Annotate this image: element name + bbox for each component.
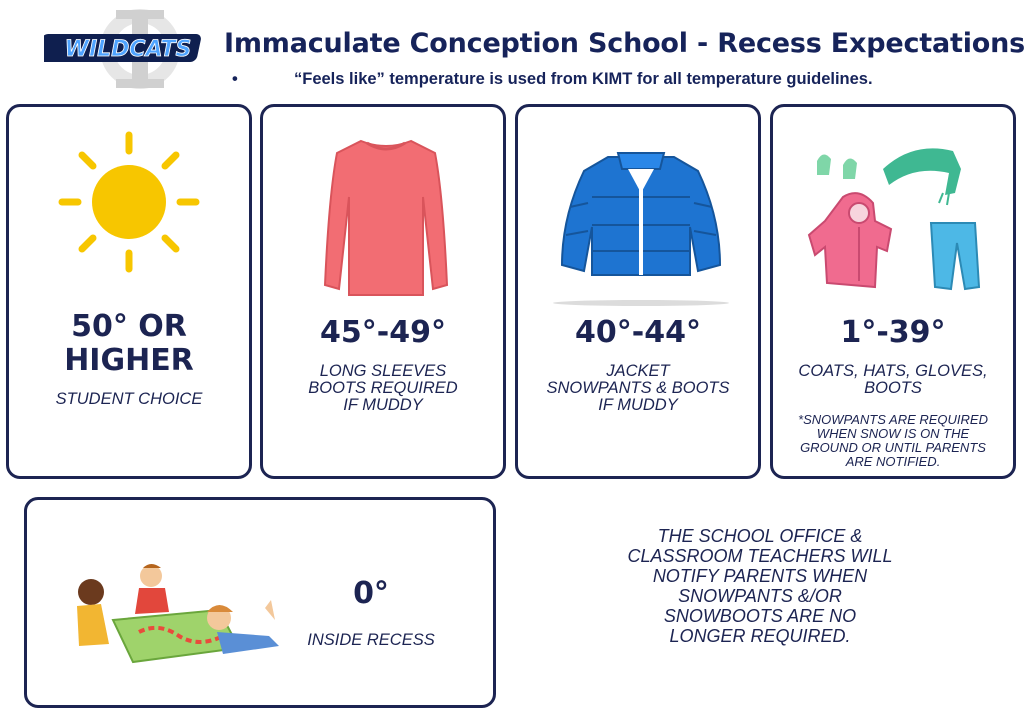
card-description-line: IF MUDDY: [343, 396, 423, 414]
notice-line: THE SCHOOL OFFICE &: [657, 526, 863, 546]
card-40-44: 40°-44° JACKET SNOWPANTS & BOOTS IF MUDD…: [515, 104, 761, 479]
card-description: STUDENT CHOICE: [55, 390, 203, 408]
card-1-39: 1°-39° COATS, HATS, GLOVES, BOOTS *SNOWP…: [770, 104, 1016, 479]
card-description-line: IF MUDDY: [598, 396, 678, 414]
temp-range-label: 50° OR: [71, 309, 187, 344]
temp-range-label: 40°-44°: [575, 315, 701, 350]
snowpants-note-line: ARE NOTIFIED.: [845, 454, 941, 469]
notice-line: LONGER REQUIRED.: [669, 626, 851, 646]
card-description-line: BOOTS: [864, 379, 922, 397]
card-description-line: BOOTS REQUIRED: [308, 379, 458, 397]
card-description-line: LONG SLEEVES: [319, 362, 447, 380]
snowpants-note-line: *SNOWPANTS ARE REQUIRED: [798, 412, 988, 427]
long-sleeve-shirt-icon: [323, 135, 449, 309]
card-description: INSIDE RECESS: [307, 631, 435, 649]
temperature-note-text: “Feels like” temperature is used from KI…: [294, 70, 873, 88]
temperature-note: • “Feels like” temperature is used from K…: [232, 70, 873, 89]
snowpants-note-line: WHEN SNOW IS ON THE: [816, 426, 970, 441]
temp-range-label: 1°-39°: [840, 315, 946, 350]
sun-icon: [54, 127, 204, 281]
winter-clothes-icon: [803, 131, 993, 303]
wildcats-logo: WILDCATS: [37, 6, 216, 92]
card-45-49: 45°-49° LONG SLEEVES BOOTS REQUIRED IF M…: [260, 104, 506, 479]
card-0: 0° INSIDE RECESS: [24, 497, 496, 708]
card-description-line: JACKET: [606, 362, 670, 380]
card-description-line: COATS, HATS, GLOVES,: [798, 362, 988, 380]
kids-board-game-icon: [69, 562, 285, 670]
notice-line: NOTIFY PARENTS WHEN: [652, 566, 868, 586]
card-description-line: SNOWPANTS & BOOTS: [546, 379, 730, 397]
notice-line: SNOWBOOTS ARE NO: [663, 606, 857, 626]
card-50-or-higher: 50° OR HIGHER STUDENT CHOICE: [6, 104, 252, 479]
notice-line: SNOWPANTS &/OR: [678, 586, 842, 606]
notice-line: CLASSROOM TEACHERS WILL: [627, 546, 893, 566]
temp-range-label-2: HIGHER: [64, 343, 194, 378]
temp-range-label: 0°: [353, 576, 389, 611]
puffer-jacket-icon: [548, 147, 734, 311]
svg-text:WILDCATS: WILDCATS: [65, 37, 192, 62]
page-title: Immaculate Conception School - Recess Ex…: [224, 28, 1024, 59]
bullet: •: [232, 70, 238, 88]
temp-range-label: 45°-49°: [320, 315, 446, 350]
snowpants-note-line: GROUND OR UNTIL PARENTS: [800, 440, 986, 455]
snowpants-notice: THE SCHOOL OFFICE & CLASSROOM TEACHERS W…: [600, 526, 920, 646]
